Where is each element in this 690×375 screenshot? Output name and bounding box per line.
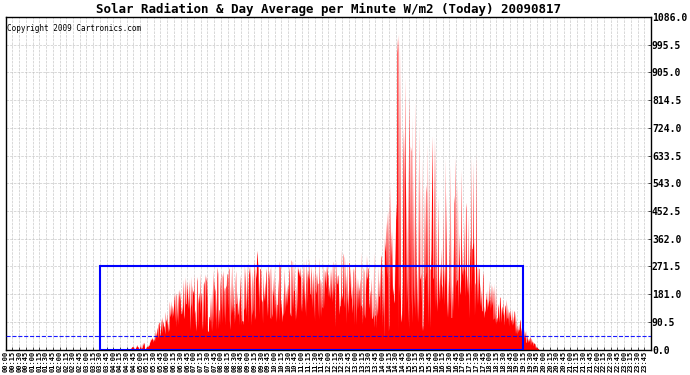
Bar xyxy=(100,267,523,350)
Title: Solar Radiation & Day Average per Minute W/m2 (Today) 20090817: Solar Radiation & Day Average per Minute… xyxy=(96,3,561,16)
Text: Copyright 2009 Cartronics.com: Copyright 2009 Cartronics.com xyxy=(7,24,141,33)
